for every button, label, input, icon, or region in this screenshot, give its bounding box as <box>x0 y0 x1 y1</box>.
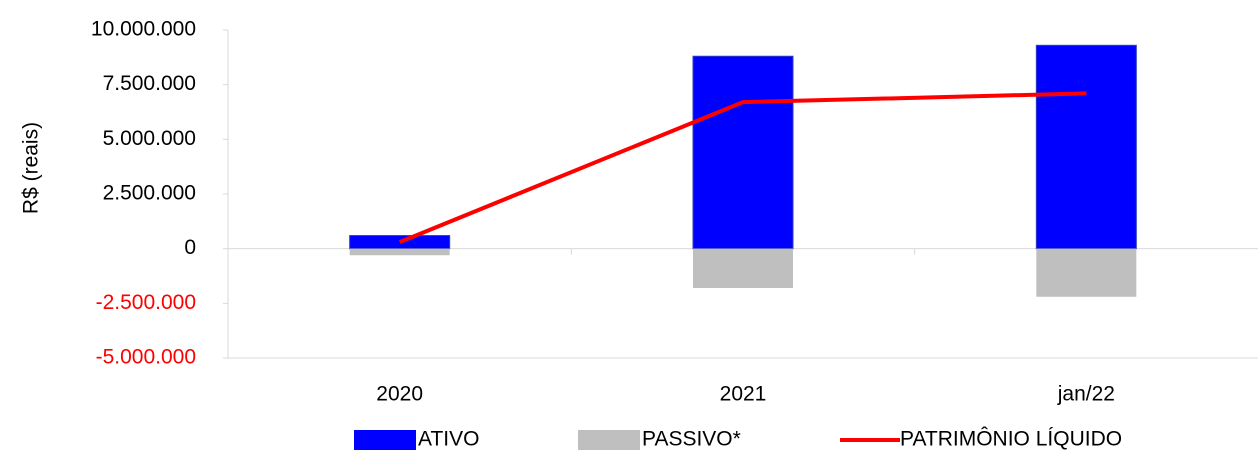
y-tick-label: 10.000.000 <box>91 18 196 41</box>
y-tick-label: -5.000.000 <box>96 346 196 369</box>
y-tick-label: 7.500.000 <box>103 72 196 95</box>
y-tick-label: 2.500.000 <box>103 182 196 205</box>
x-tick-label: 2021 <box>720 383 767 406</box>
x-tick-label: jan/22 <box>1057 383 1115 406</box>
bar <box>692 55 794 250</box>
y-axis-label: R$ (reais) <box>20 122 43 214</box>
legend-label: PASSIVO* <box>642 428 741 450</box>
legend-label: ATIVO <box>418 428 479 450</box>
bar <box>1036 248 1137 297</box>
y-tick-label: -2.500.000 <box>96 291 196 314</box>
legend-label: PATRIMÔNIO LÍQUIDO <box>900 428 1122 450</box>
x-tick-label: 2020 <box>376 383 423 406</box>
line <box>398 91 1087 244</box>
legend-swatch <box>578 430 640 450</box>
bar <box>1035 44 1137 250</box>
y-tick-label: 0 <box>184 236 196 259</box>
bar <box>349 248 450 256</box>
bar <box>693 248 793 289</box>
y-tick-label: 5.000.000 <box>103 127 196 150</box>
legend-swatch <box>354 430 416 450</box>
